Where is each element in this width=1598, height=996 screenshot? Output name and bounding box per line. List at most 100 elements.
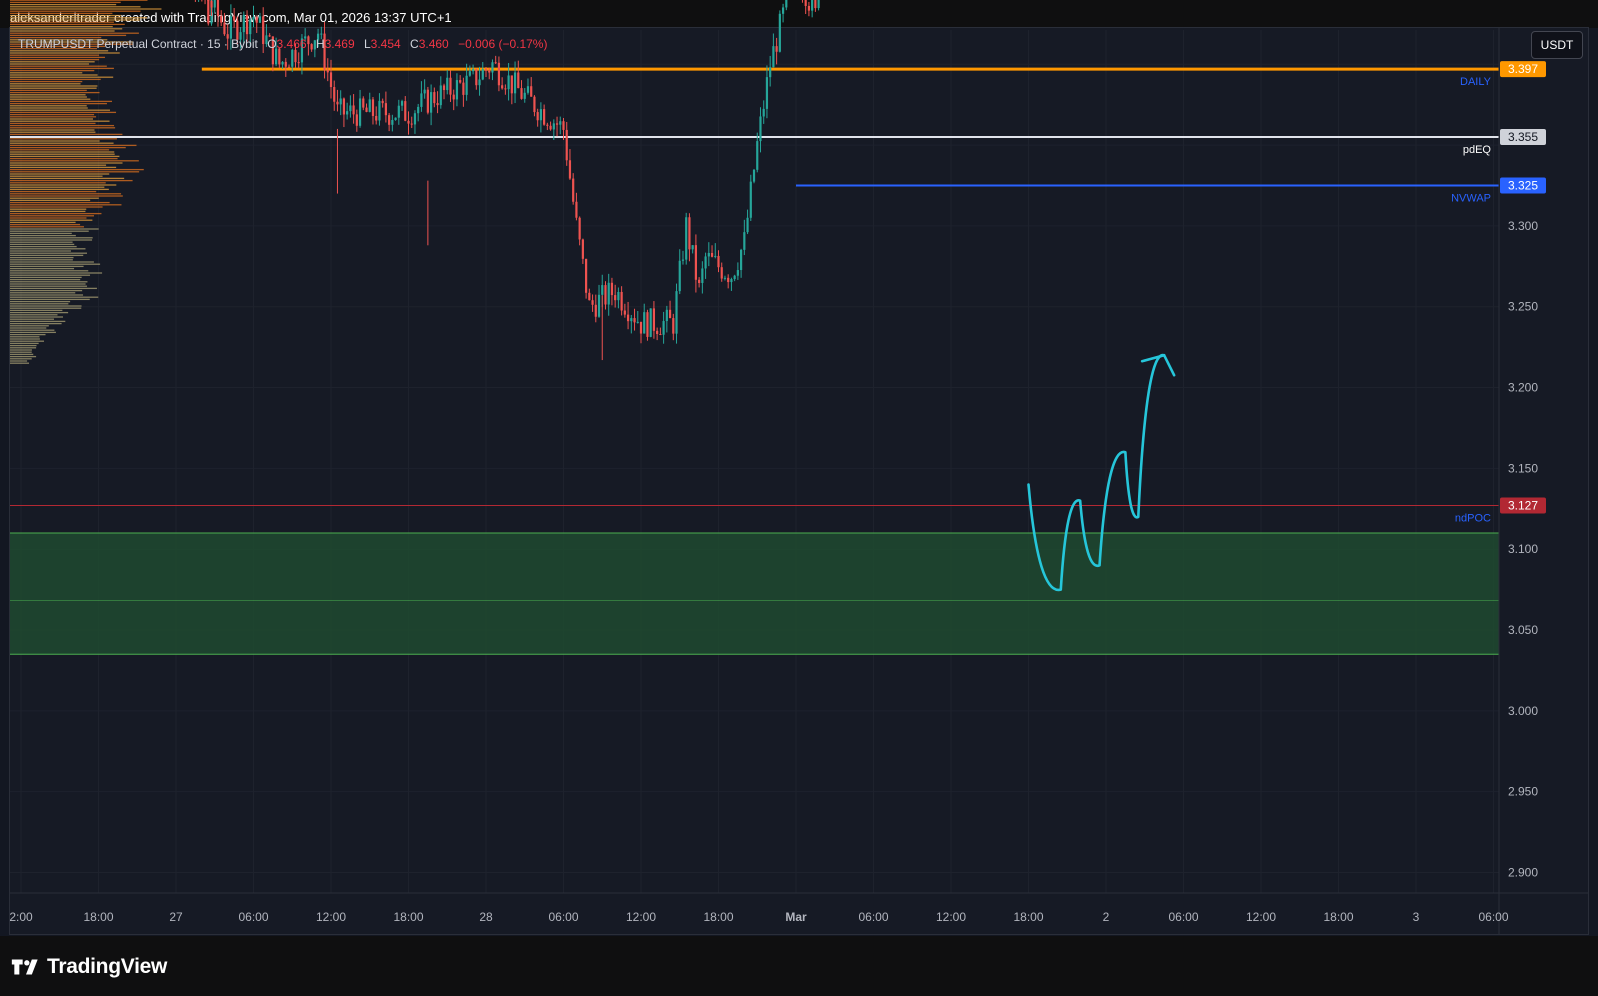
candle-body [546, 124, 549, 126]
candle-body [349, 105, 352, 112]
volume-profile-bar [10, 94, 86, 96]
candle-body [756, 141, 759, 170]
candle-body [597, 294, 601, 317]
volume-profile-bar [10, 107, 88, 109]
price-tag-pdeq [1500, 128, 1546, 145]
candle-body [400, 101, 404, 106]
volume-profile-bar [10, 50, 109, 52]
candle-body [207, 0, 210, 2]
tradingview-logo-text: TradingView [47, 955, 168, 978]
candle-body [814, 0, 817, 9]
candle-body [491, 62, 494, 73]
candle-body [601, 285, 604, 295]
volume-profile-bar [10, 199, 91, 202]
candle-body [459, 80, 462, 83]
price-tag-ndpoc [1500, 497, 1546, 514]
volume-profile-bar [10, 10, 141, 12]
volume-profile-bar [10, 270, 89, 272]
volume-profile-bar [10, 67, 114, 70]
candle-body [707, 252, 710, 257]
volume-profile-bar [10, 149, 110, 151]
candle-body [339, 98, 342, 105]
candle-body [727, 277, 730, 283]
volume-profile-bar [10, 164, 107, 166]
volume-profile-bar [10, 245, 77, 248]
volume-profile-bar [10, 113, 95, 116]
candle-body [333, 87, 336, 102]
volume-profile-bar [10, 146, 126, 149]
candle-body [740, 249, 743, 271]
symbol-name[interactable]: TRUMPUSDT Perpetual Contract · 15 · Bybi… [18, 37, 258, 51]
candle-body [559, 121, 562, 125]
volume-profile-bar [10, 19, 140, 21]
candle-body [562, 121, 565, 130]
open-label: O [267, 37, 277, 51]
candle-body [488, 70, 491, 73]
volume-profile-bar [10, 111, 117, 114]
volume-profile-bar [10, 256, 74, 259]
volume-profile-bar [10, 314, 58, 316]
candle-body [704, 256, 707, 269]
high-value: 3.469 [324, 37, 355, 51]
candle-body [710, 252, 714, 257]
time-tick-label: Mar [785, 910, 807, 924]
candle-body [352, 105, 355, 115]
volume-profile-bar [10, 120, 110, 122]
candle-body [752, 169, 756, 182]
candle-body [242, 14, 245, 33]
candle-body [449, 77, 452, 95]
volume-profile-bar [10, 96, 87, 98]
volume-profile-bar [10, 133, 123, 136]
tradingview-logo[interactable]: TradingView [11, 955, 167, 979]
volume-profile-bar [10, 206, 103, 208]
volume-profile-bar [10, 47, 98, 50]
volume-profile-bar [10, 190, 97, 193]
candle-body [236, 20, 239, 40]
projection-path[interactable] [1027, 353, 1166, 592]
price-axis-bg [1499, 28, 1588, 893]
candle-body [245, 14, 249, 35]
candle-body [497, 62, 501, 86]
volume-profile-bar [10, 201, 110, 204]
candle-body [630, 318, 633, 322]
volume-profile-bar [10, 1, 121, 4]
volume-profile-bar [10, 39, 108, 41]
candle-body [685, 217, 688, 260]
time-tick-label: 27 [169, 910, 183, 924]
volume-profile-bar [10, 41, 134, 43]
price-tick-label: 3.100 [1508, 542, 1538, 556]
volume-profile-bar [10, 52, 120, 54]
candle-body [342, 98, 346, 115]
volume-profile-bar [10, 28, 123, 30]
volume-profile-bar [10, 175, 103, 177]
volume-profile-bar [10, 307, 82, 309]
volume-profile-bar [10, 333, 46, 336]
volume-profile-bar [10, 197, 99, 199]
candle-body [772, 46, 775, 68]
candle-body [765, 77, 769, 109]
volume-profile-bar [10, 261, 94, 263]
candle-body [229, 16, 232, 39]
low-value: 3.454 [370, 37, 401, 51]
volume-profile-bar [10, 289, 83, 292]
currency-button[interactable]: USDT [1531, 31, 1583, 59]
volume-profile-bar [10, 36, 102, 39]
candle-body [407, 120, 410, 124]
volume-profile-bar [10, 142, 114, 144]
candle-body [291, 49, 294, 67]
volume-profile-bar [10, 85, 98, 87]
volume-profile-bar [10, 131, 96, 133]
candle-body [481, 69, 484, 80]
volume-profile-bar [10, 118, 94, 120]
price-tag-daily [1500, 61, 1546, 78]
candle-body [668, 309, 672, 319]
volume-profile-bar [10, 223, 81, 226]
candle-body [233, 16, 236, 21]
candle-body [698, 279, 701, 283]
candle-body [659, 333, 662, 335]
volume-profile-bar [10, 318, 55, 320]
volume-profile-bar [10, 234, 76, 237]
time-tick-label: 06:00 [548, 910, 578, 924]
volume-profile-bar [10, 362, 30, 364]
